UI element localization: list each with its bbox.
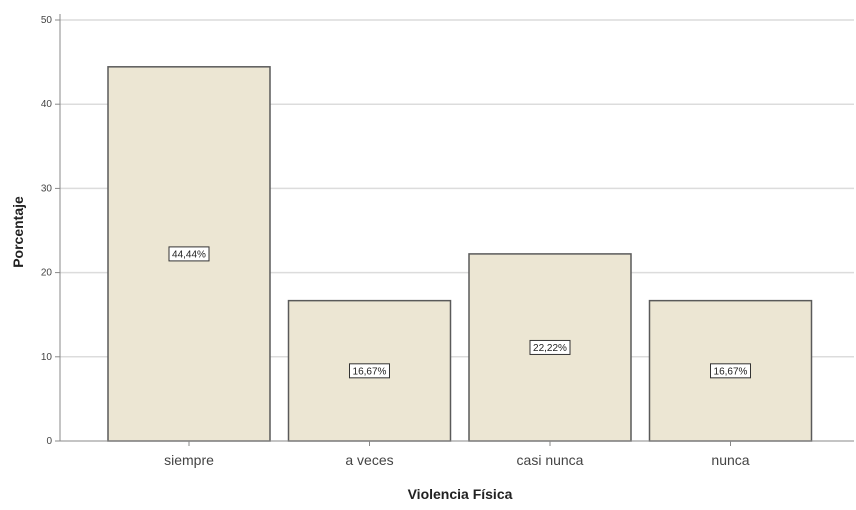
x-axis-title: Violencia Física [408,486,513,502]
data-label-box [529,339,571,355]
data-label: 44,44% [172,249,206,260]
data-label-box [349,363,390,379]
bars [107,66,813,442]
y-tick-label: 10 [41,352,53,363]
x-tick-label: siempre [164,452,214,468]
y-tick-label: 50 [41,15,53,26]
y-tick-labels: 0 10 20 30 40 50 [41,15,60,447]
y-axis-title: Porcentaje [10,196,26,268]
data-labels: 44,44% 16,67% 22,22% 16,67% [168,246,751,379]
y-tick-label: 30 [41,183,53,194]
data-label: 22,22% [533,343,567,354]
data-label: 16,67% [714,366,748,377]
y-tick-label: 0 [46,436,52,447]
data-label: 16,67% [353,366,387,377]
data-label-box [710,363,751,379]
x-tick-labels: siempre a veces casi nunca nunca [164,441,750,468]
x-tick-label: nunca [711,452,749,468]
x-tick-label: casi nunca [517,452,584,468]
y-tick-label: 40 [41,99,53,110]
x-tick-label: a veces [345,452,393,468]
data-label-box [168,246,210,262]
y-tick-label: 20 [41,268,53,279]
